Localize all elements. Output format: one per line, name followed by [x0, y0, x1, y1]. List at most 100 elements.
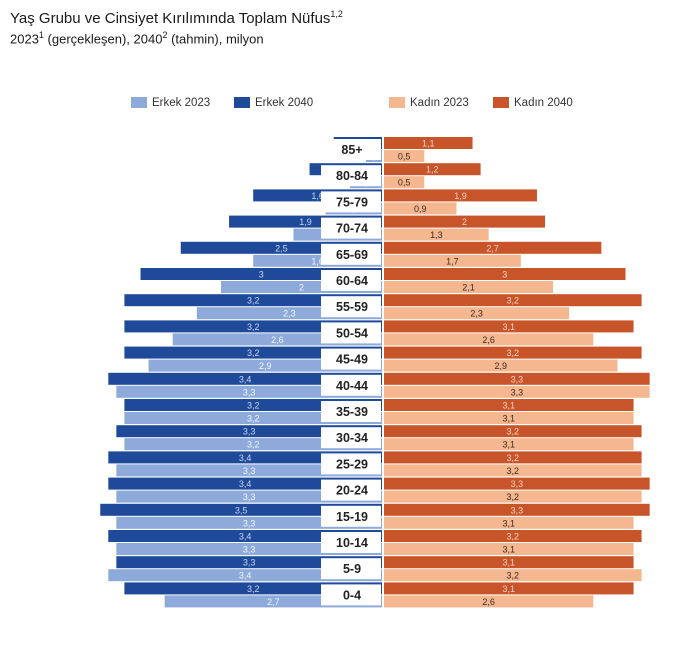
bar-label-s2-25-29: 3,2: [507, 466, 520, 476]
bar-s2-70-74: [384, 228, 489, 241]
bar-label-s2-80-84: 0,5: [398, 178, 411, 188]
age-label-35-39: 35-39: [336, 405, 368, 419]
bar-s2-55-59: [384, 307, 570, 320]
bar-s2-45-49: [384, 359, 618, 372]
age-label-bg: [321, 217, 381, 239]
bar-s3-30-34: [384, 425, 642, 438]
bar-s2-20-24: [384, 490, 642, 503]
bar-label-s2-45-49: 2,9: [494, 361, 507, 371]
bar-label-s0-15-19: 3,3: [243, 518, 256, 528]
bar-s2-30-34: [384, 438, 634, 451]
age-label-40-44: 40-44: [336, 379, 368, 393]
bar-label-s1-75-79: 1,6: [311, 191, 324, 201]
bar-s0-25-29: [116, 464, 382, 477]
age-label-bg: [321, 165, 381, 187]
bar-s2-35-39: [384, 412, 634, 424]
legend-label-3: Kadın 2040: [514, 97, 573, 109]
bar-label-s3-60-64: 3: [502, 270, 507, 280]
age-label-60-64: 60-64: [336, 274, 368, 288]
bar-s2-0-4: [384, 595, 594, 608]
bar-label-s1-45-49: 3,2: [247, 348, 260, 358]
bar-label-s2-55-59: 2,3: [470, 309, 483, 319]
bar-label-s3-35-39: 3,1: [503, 401, 516, 411]
age-label-bg: [321, 401, 381, 422]
bar-s1-35-39: [124, 399, 383, 411]
bar-label-s2-15-19: 3,1: [503, 518, 516, 528]
bar-label-s3-45-49: 3,2: [507, 348, 520, 358]
bar-label-s1-0-4: 3,2: [247, 584, 260, 594]
age-label-45-49: 45-49: [336, 353, 368, 367]
bar-s2-60-64: [384, 281, 554, 293]
bar-s0-35-39: [124, 412, 383, 424]
age-label-bg: [321, 374, 381, 396]
age-label-bg: [321, 532, 381, 553]
age-label-85+: 85+: [341, 143, 362, 157]
bar-label-s3-65-69: 2,7: [486, 243, 499, 253]
bar-s3-45-49: [384, 346, 642, 359]
age-label-bg: [321, 270, 381, 291]
bar-s3-85+: [384, 137, 473, 149]
bar-label-s2-5-9: 3,2: [507, 571, 520, 581]
bar-label-s3-85+: 1,1: [422, 139, 435, 149]
age-label-25-29: 25-29: [336, 457, 368, 471]
legend-swatch-0: [131, 97, 147, 108]
bar-label-s2-50-54: 2,6: [482, 335, 495, 345]
bar-s2-5-9: [384, 569, 642, 582]
bar-s3-55-59: [384, 294, 642, 307]
age-label-10-14: 10-14: [336, 536, 368, 550]
bar-s3-75-79: [384, 189, 537, 202]
bar-label-s1-30-34: 3,3: [243, 427, 256, 437]
bar-s0-10-14: [116, 543, 382, 555]
bar-s1-20-24: [108, 477, 383, 490]
bar-label-s0-20-24: 3,3: [243, 492, 256, 502]
bar-label-s0-40-44: 3,3: [243, 387, 256, 397]
age-label-bg: [321, 427, 381, 449]
age-label-55-59: 55-59: [336, 300, 368, 314]
age-label-bg: [321, 479, 381, 501]
bar-s0-15-19: [116, 516, 382, 529]
bar-label-s1-60-64: 3: [259, 270, 264, 280]
age-label-15-19: 15-19: [336, 510, 368, 524]
age-label-30-34: 30-34: [336, 431, 368, 445]
chart-subtitle: 20231 (gerçekleşen), 20402 (tahmin), mil…: [10, 30, 264, 47]
bar-label-s3-55-59: 3,2: [507, 296, 520, 306]
bar-label-s1-50-54: 3,2: [247, 322, 260, 332]
bar-label-s3-40-44: 3,3: [511, 374, 524, 384]
age-label-bg: [321, 191, 381, 213]
bar-label-s3-25-29: 3,2: [507, 453, 520, 463]
bar-s1-15-19: [100, 503, 382, 516]
bar-s3-5-9: [384, 556, 634, 569]
bar-label-s1-5-9: 3,3: [243, 558, 256, 568]
bar-label-s3-30-34: 3,2: [507, 427, 520, 437]
bar-label-s0-55-59: 2,3: [283, 309, 296, 319]
bar-s3-70-74: [384, 215, 545, 228]
bar-s3-40-44: [384, 372, 650, 385]
bar-s1-30-34: [116, 425, 382, 438]
bar-s0-5-9: [108, 569, 383, 582]
age-label-20-24: 20-24: [336, 484, 368, 498]
bar-label-s2-10-14: 3,1: [503, 545, 516, 555]
legend-label-0: Erkek 2023: [152, 97, 210, 109]
bar-s3-15-19: [384, 503, 650, 516]
bar-label-s3-50-54: 3,1: [503, 322, 516, 332]
bar-label-s0-50-54: 2,6: [271, 335, 284, 345]
bar-label-s0-45-49: 2,9: [259, 361, 272, 371]
bar-label-s2-85+: 0,5: [398, 152, 411, 162]
age-label-65-69: 65-69: [336, 248, 368, 262]
bar-label-s1-20-24: 3,4: [239, 479, 252, 489]
legend-label-1: Erkek 2040: [255, 97, 313, 109]
bar-s2-80-84: [384, 176, 425, 189]
bar-s1-50-54: [124, 320, 383, 333]
age-label-bg: [321, 584, 381, 606]
bar-s1-0-4: [124, 582, 383, 595]
bar-label-s1-25-29: 3,4: [239, 453, 252, 463]
bar-label-s3-20-24: 3,3: [511, 479, 524, 489]
bar-s3-20-24: [384, 477, 650, 490]
bar-label-s2-70-74: 1,3: [430, 230, 443, 240]
bar-label-s0-35-39: 3,2: [247, 414, 260, 424]
bar-s3-50-54: [384, 320, 634, 333]
bar-label-s3-10-14: 3,2: [507, 532, 520, 542]
bar-s3-25-29: [384, 451, 642, 464]
bar-label-s2-35-39: 3,1: [503, 414, 516, 424]
